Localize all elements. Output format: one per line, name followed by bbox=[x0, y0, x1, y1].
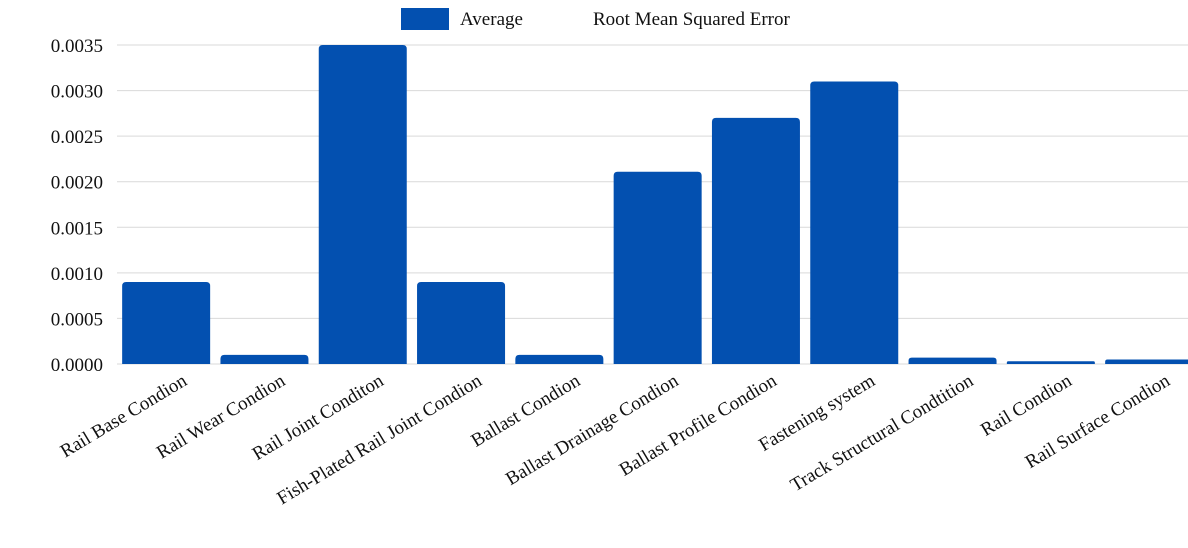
y-axis-ticks: 0.0000 0.0005 0.0010 0.0015 0.0020 0.0025 0.00… bbox=[51, 36, 103, 376]
x-category-label: Ballast Drainage Condion bbox=[502, 370, 682, 490]
legend-label-average: Average bbox=[460, 9, 523, 30]
bar bbox=[613, 171, 702, 364]
y-tick-label: 0.0015 bbox=[51, 218, 103, 239]
bar bbox=[515, 354, 604, 364]
y-tick-label: 0.0025 bbox=[51, 127, 103, 148]
x-category-label: Ballast Profile Condion bbox=[616, 370, 781, 481]
bar bbox=[908, 357, 997, 364]
legend-swatch-average bbox=[401, 8, 449, 30]
bar bbox=[810, 81, 899, 364]
x-category-label: Track Structural Condtition bbox=[787, 370, 978, 496]
bar bbox=[318, 45, 407, 364]
bar bbox=[122, 281, 211, 364]
bar bbox=[220, 354, 309, 364]
bar bbox=[417, 281, 506, 364]
bar bbox=[1105, 359, 1188, 364]
y-tick-label: 0.0010 bbox=[51, 264, 103, 285]
legend-label-metric: Root Mean Squared Error bbox=[593, 9, 790, 30]
bar bbox=[1006, 361, 1095, 364]
y-tick-label: 0.0030 bbox=[51, 82, 103, 103]
bars bbox=[122, 45, 1188, 365]
bar bbox=[711, 117, 800, 365]
x-category-label: Rail Condion bbox=[977, 370, 1076, 441]
y-tick-label: 0.0020 bbox=[51, 173, 103, 194]
y-tick-label: 0.0005 bbox=[51, 309, 103, 330]
y-tick-label: 0.0035 bbox=[51, 36, 103, 57]
legend: Average Root Mean Squared Error bbox=[401, 8, 790, 30]
y-tick-label: 0.0000 bbox=[51, 355, 103, 376]
